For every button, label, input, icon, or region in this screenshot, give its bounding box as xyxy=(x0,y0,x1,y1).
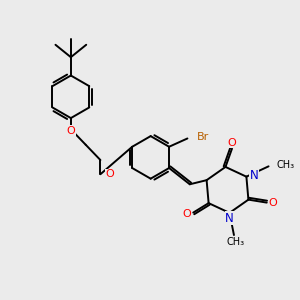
Text: O: O xyxy=(67,126,75,136)
Text: O: O xyxy=(182,209,191,219)
Text: O: O xyxy=(106,169,115,179)
Text: Br: Br xyxy=(197,132,209,142)
Text: CH₃: CH₃ xyxy=(226,236,244,247)
Text: CH₃: CH₃ xyxy=(277,160,295,170)
Text: O: O xyxy=(228,138,236,148)
Text: O: O xyxy=(269,198,278,208)
Text: N: N xyxy=(250,169,259,182)
Text: N: N xyxy=(225,212,234,225)
